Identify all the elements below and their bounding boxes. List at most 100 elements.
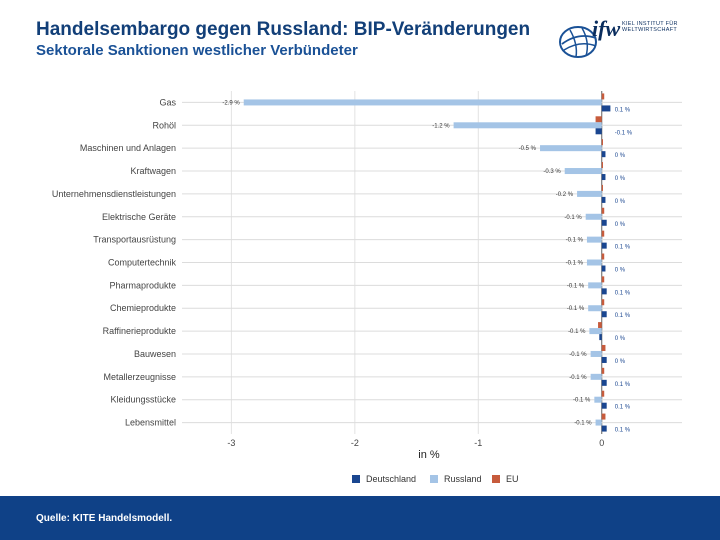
russland-data-label: -0.1 % [573,398,591,404]
category-label: Chemieprodukte [110,303,176,313]
x-tick-label: -2 [351,438,359,448]
category-label: Kraftwagen [130,166,176,176]
legend-swatch [430,475,438,483]
x-axis-label: in % [418,449,440,461]
deutschland-data-label: 0.1 % [615,405,631,411]
deutschland-bar [601,402,607,409]
russland-data-label: -0.2 % [556,192,574,198]
category-label: Pharmaprodukte [109,280,176,290]
eu-bar [601,299,605,306]
eu-bar [601,230,605,237]
russland-data-label: -0.3 % [543,169,561,175]
deutschland-bar [601,425,607,432]
category-label: Gas [159,97,176,107]
eu-bar [601,253,605,260]
eu-bar [595,116,602,123]
eu-bar [598,322,602,329]
deutschland-bar [601,311,607,318]
russland-data-label: -0.1 % [568,329,586,335]
bar-chart: Gas -2.9 % 0.1 % Rohöl -1.2 % -0.1 % Maschinen… [52,91,682,484]
category-label: Elektrische Geräte [102,212,176,222]
category-label: Transportausrüstung [93,235,176,245]
footer-bar: Quelle: KITE Handelsmodell. [0,496,720,540]
russland-data-label: -0.1 % [569,375,587,381]
eu-bar [601,139,603,146]
russland-bar [588,305,602,312]
deutschland-data-label: 0 % [615,176,626,182]
eu-bar [601,344,606,351]
russland-data-label: -2.9 % [222,100,240,106]
deutschland-bar [595,128,602,135]
deutschland-data-label: 0 % [615,268,626,274]
russland-data-label: -0.1 % [567,283,585,289]
deutschland-data-label: 0.1 % [615,382,631,388]
eu-bar [601,367,605,374]
legend-label: Deutschland [366,474,416,484]
deutschland-data-label: 0 % [615,199,626,205]
russland-bar [595,419,602,426]
eu-bar [601,276,605,283]
eu-bar [601,207,605,214]
deutschland-data-label: -0.1 % [615,130,633,136]
russland-data-label: -0.1 % [569,352,587,358]
deutschland-bar [601,242,607,249]
deutschland-bar [601,379,607,386]
russland-bar [586,259,602,266]
deutschland-data-label: 0.1 % [615,245,631,251]
logo-mark: ifw [592,16,621,41]
russland-bar [564,168,602,175]
eu-bar [601,413,606,420]
deutschland-bar [601,288,607,295]
russland-bar [585,213,602,220]
russland-bar [590,373,602,380]
deutschland-data-label: 0 % [615,359,626,365]
logo-line-2: WELTWIRTSCHAFT [622,27,678,33]
russland-bar [588,282,602,289]
legend-swatch [492,475,500,483]
category-label: Rohöl [152,120,176,130]
category-label: Bauwesen [134,349,176,359]
deutschland-data-label: 0.1 % [615,290,631,296]
category-label: Lebensmittel [125,418,176,428]
deutschland-bar [601,196,606,203]
eu-bar [601,162,603,169]
x-tick-label: 0 [599,438,604,448]
deutschland-bar [601,265,606,272]
category-label: Raffinerieprodukte [103,326,176,336]
deutschland-bar [601,356,607,363]
russland-data-label: -0.1 % [564,215,582,221]
x-tick-label: -1 [474,438,482,448]
category-label: Unternehmensdienstleistungen [52,189,176,199]
deutschland-bar [601,105,611,112]
x-tick-label: -3 [227,438,235,448]
deutschland-data-label: 0.1 % [615,107,631,113]
eu-bar [601,390,605,397]
deutschland-data-label: 0.1 % [615,313,631,319]
deutschland-data-label: 0 % [615,153,626,159]
globe-icon [559,26,597,58]
deutschland-bar [601,151,606,158]
category-label: Metallerzeugnisse [103,372,176,382]
ifw-logo: ifw KIEL INSTITUT FÜR WELTWIRTSCHAFT [556,14,696,64]
deutschland-bar [601,174,606,181]
logo-line-1: KIEL INSTITUT FÜR [622,21,678,27]
russland-data-label: -1.2 % [432,123,450,129]
russland-bar [577,190,602,197]
deutschland-bar [601,219,607,226]
russland-data-label: -0.1 % [566,238,584,244]
eu-bar [601,93,605,100]
category-label: Computertechnik [108,258,177,268]
russland-bar [590,350,602,357]
deutschland-data-label: 0.1 % [615,428,631,434]
page-subtitle: Sektorale Sanktionen westlicher Verbünde… [36,42,358,59]
russland-bar [594,396,602,403]
legend-swatch [352,475,360,483]
legend-label: Russland [444,474,482,484]
legend-label: EU [506,474,519,484]
eu-bar [601,184,603,191]
category-label: Maschinen und Anlagen [80,143,176,153]
deutschland-data-label: 0 % [615,222,626,228]
russland-bar [589,328,602,335]
deutschland-bar [599,334,602,341]
russland-bar [540,145,602,152]
